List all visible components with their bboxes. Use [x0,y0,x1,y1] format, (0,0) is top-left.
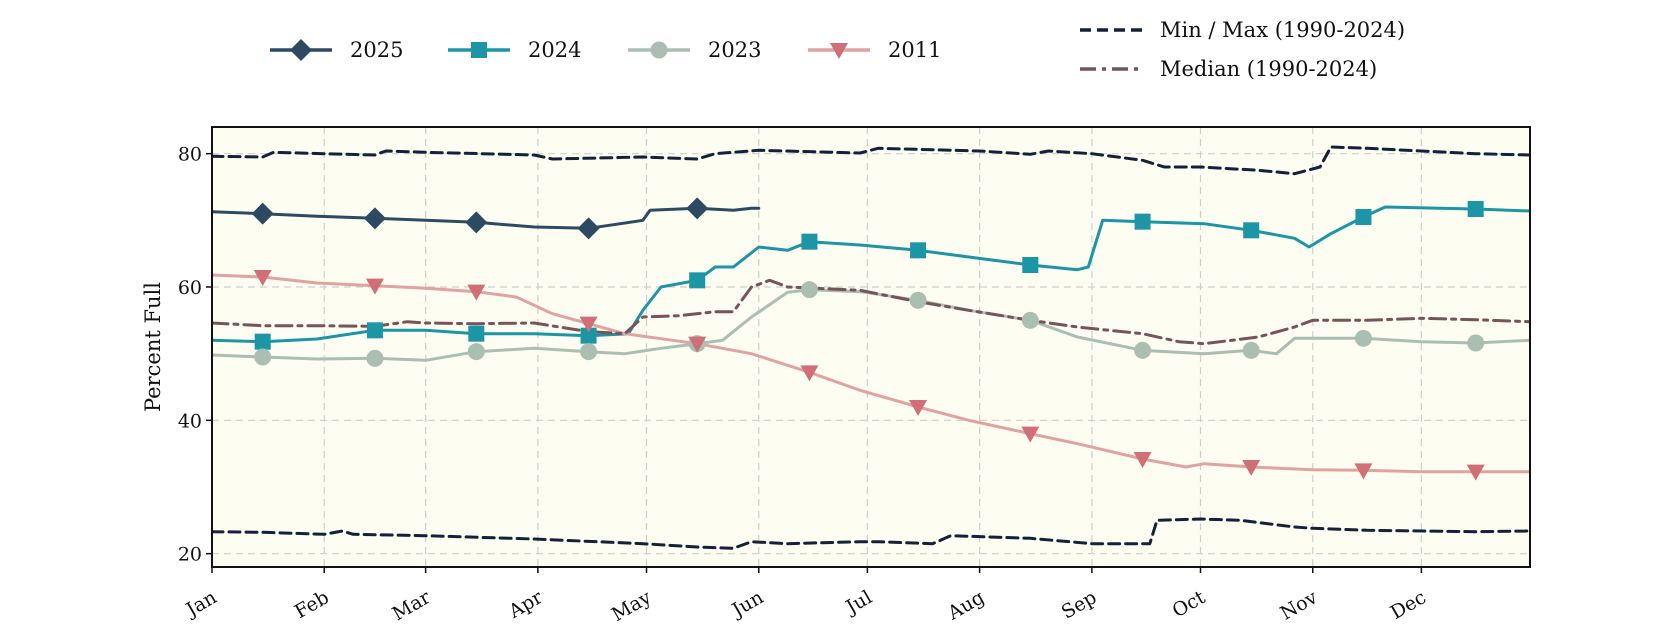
point-2023 [366,349,384,367]
series-line-min [212,517,1530,550]
point-2025 [251,202,274,225]
series-layer [212,145,1530,550]
legend-marker [650,41,668,59]
point-2024 [801,233,818,250]
legend-marker [290,39,312,61]
legend-item: 2024 [448,38,581,62]
point-2011 [800,365,819,382]
y-tick-label: 60 [178,277,202,299]
x-tick-label: Mar [389,586,435,625]
x-tick-label: Jul [841,586,876,619]
legend: 2025 2024 2023 2011 Min / Max (1990-2024) Med… [270,18,1405,81]
point-2024 [366,322,383,339]
x-tick-label: Jun [727,586,768,622]
point-2023 [800,281,818,299]
point-2024 [1467,201,1484,217]
legend-marker [471,42,487,58]
point-2023 [1134,341,1152,359]
legend-label: Median (1990-2024) [1160,57,1377,81]
legend-item: 2011 [808,38,941,62]
point-2023 [254,348,272,366]
point-2025 [465,211,488,234]
series-line-median-1990-2024- [212,278,1530,346]
point-2023 [580,343,598,361]
series-line-max [212,145,1530,176]
legend-item: 2025 [270,38,403,62]
legend-label: 2011 [888,38,941,62]
point-2024 [254,333,271,350]
point-2024 [689,272,706,289]
point-2011 [579,316,598,333]
point-2025 [577,217,600,240]
plot-band [212,127,1530,567]
x-tick-label: Apr [504,586,547,623]
y-tick-label: 80 [178,144,202,166]
point-2024 [1355,209,1372,225]
legend-item: Median (1990-2024) [1080,57,1377,81]
x-tick-label: Jan [181,586,221,622]
x-tick-label: Dec [1387,586,1430,624]
legend-label: 2025 [350,38,403,62]
point-2023 [467,343,485,361]
point-2011 [1354,463,1373,480]
point-2023 [1242,341,1260,359]
point-2011 [1021,426,1040,443]
legend-label: 2023 [708,38,761,62]
x-tick-label: May [608,586,655,626]
point-2024 [468,325,485,342]
marker-layer [251,197,1485,481]
series-line-2011 [212,273,1530,474]
point-2011 [253,270,272,286]
point-2011 [1242,460,1261,476]
y-axis-label: Percent Full [141,282,165,412]
point-2011 [909,400,928,416]
point-2023 [909,291,927,309]
point-2023 [1021,311,1039,329]
series-line-2024 [212,205,1530,344]
x-tick-label: Oct [1169,586,1210,622]
point-2024 [910,242,927,259]
point-2023 [1467,334,1485,352]
point-2011 [688,336,707,353]
legend-item: Min / Max (1990-2024) [1080,18,1405,42]
point-2025 [686,197,709,220]
point-2025 [363,207,386,230]
plot-frame [211,126,1531,568]
legend-label: Min / Max (1990-2024) [1160,18,1405,42]
point-2024 [1134,213,1151,230]
x-tick-label: Feb [291,586,333,623]
point-2024 [1022,257,1039,273]
point-2011 [467,284,486,301]
point-2024 [1243,222,1260,239]
point-2011 [1466,464,1485,481]
x-tick-label: Aug [943,586,988,625]
legend-item: 2023 [628,38,761,62]
legend-label: 2024 [528,38,581,62]
point-2011 [1133,452,1152,468]
y-tick-label: 20 [178,544,202,566]
point-2023 [1354,329,1372,347]
x-tick-label: Nov [1277,586,1322,625]
point-2011 [365,278,384,295]
y-tick-label: 40 [178,410,202,432]
x-tick-label: Sep [1058,586,1101,623]
legend-marker [830,43,848,59]
point-2024 [580,327,597,344]
